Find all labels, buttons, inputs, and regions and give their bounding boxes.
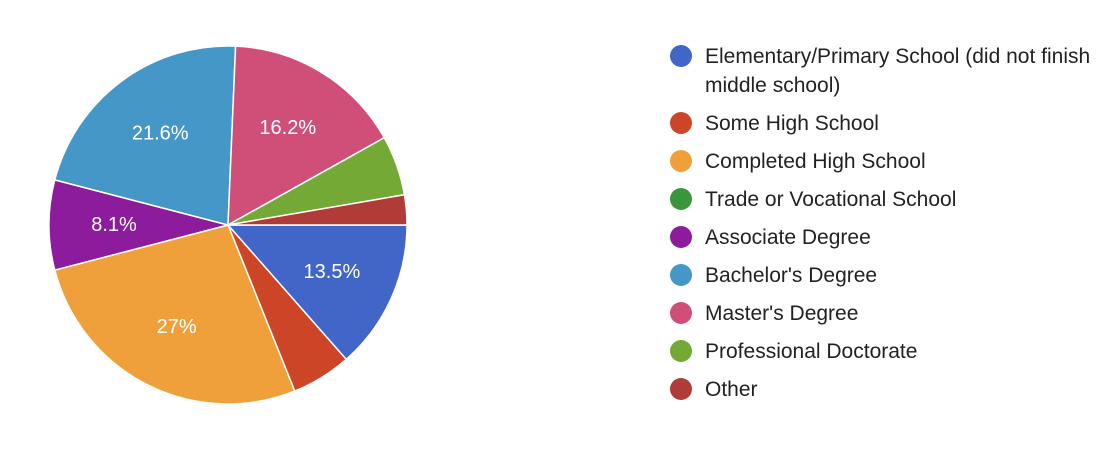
pie-data-labels: 13.5% 27% 8.1% 21.6% 16.2% xyxy=(91,117,360,338)
legend-item[interactable]: Completed High School xyxy=(670,147,1100,176)
legend-swatch xyxy=(670,188,692,210)
legend-label: Some High School xyxy=(705,112,879,135)
legend-label: Other xyxy=(705,378,758,401)
legend-swatch xyxy=(670,302,692,324)
legend-item[interactable]: Elementary/Primary School (did not finis… xyxy=(670,42,1100,100)
legend-item[interactable]: Trade or Vocational School xyxy=(670,185,1100,214)
pie-slice[interactable] xyxy=(54,45,237,226)
pie-data-label: 8.1% xyxy=(91,214,137,236)
pie-data-label: 21.6% xyxy=(132,122,189,144)
legend-label: Elementary/Primary School (did not finis… xyxy=(705,45,1091,97)
legend-label: Completed High School xyxy=(705,150,926,173)
pie-plot: 13.5% 27% 8.1% 21.6% 16.2% xyxy=(48,45,408,405)
pie-data-label: 27% xyxy=(157,316,197,338)
legend-label: Master's Degree xyxy=(705,302,859,325)
legend-item[interactable]: Some High School xyxy=(670,109,1100,138)
pie-data-label: 13.5% xyxy=(304,261,361,283)
legend-swatch xyxy=(670,226,692,248)
legend-swatch xyxy=(670,264,692,286)
legend-item[interactable]: Other xyxy=(670,375,1100,404)
pie-slices xyxy=(48,45,408,405)
legend-swatch xyxy=(670,45,692,67)
legend-swatch xyxy=(670,340,692,362)
legend-item[interactable]: Associate Degree xyxy=(670,223,1100,252)
legend-item[interactable]: Bachelor's Degree xyxy=(670,261,1100,290)
legend-label: Professional Doctorate xyxy=(705,340,918,363)
pie-slice[interactable] xyxy=(227,224,408,361)
pie-slice[interactable] xyxy=(227,45,386,226)
pie-slice[interactable] xyxy=(54,224,296,405)
chart-legend: Elementary/Primary School (did not finis… xyxy=(670,42,1100,413)
pie-slice[interactable] xyxy=(227,193,408,226)
legend-swatch xyxy=(670,112,692,134)
legend-swatch xyxy=(670,378,692,400)
legend-swatch xyxy=(670,150,692,172)
legend-label: Trade or Vocational School xyxy=(705,188,957,211)
legend-label: Bachelor's Degree xyxy=(705,264,878,287)
legend-item[interactable]: Master's Degree xyxy=(670,299,1100,328)
legend-item[interactable]: Professional Doctorate xyxy=(670,337,1100,366)
pie-data-label: 16.2% xyxy=(259,117,316,139)
legend-label: Associate Degree xyxy=(705,226,871,249)
pie-slice[interactable] xyxy=(48,179,229,271)
